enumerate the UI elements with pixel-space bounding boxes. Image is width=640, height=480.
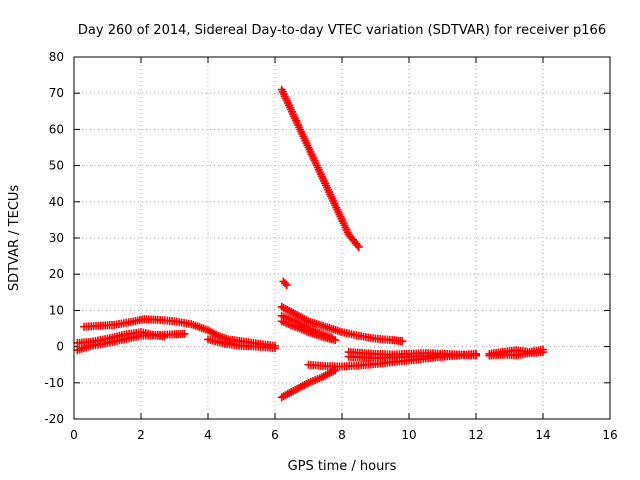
data-point-marker xyxy=(398,337,407,346)
y-tick-label: -10 xyxy=(44,376,64,390)
plot-frame xyxy=(73,56,611,420)
data-trace xyxy=(277,85,363,252)
y-tick-label: 40 xyxy=(49,195,64,209)
data-point-marker xyxy=(180,329,189,338)
y-axis-label: SDTVAR / TECUs xyxy=(7,185,22,292)
data-point-marker xyxy=(472,350,480,359)
data-trace xyxy=(277,317,340,345)
y-tick-label: 60 xyxy=(49,122,64,136)
x-tick-label: 2 xyxy=(137,428,145,442)
x-tick-label: 14 xyxy=(535,428,550,442)
axis-ticks: 0 2 4 6 8 10 12 14 16 -20 -10 0 10 20 30 40 50 60 70 80 xyxy=(44,50,617,442)
data-trace xyxy=(277,366,340,402)
data-point-marker xyxy=(160,332,169,341)
data-point-marker xyxy=(281,279,290,288)
x-tick-label: 10 xyxy=(401,428,416,442)
data-trace xyxy=(204,335,279,353)
data-point-marker xyxy=(331,336,340,345)
y-tick-label: 20 xyxy=(49,267,64,281)
y-tick-label: 80 xyxy=(49,50,64,64)
data-point-marker xyxy=(282,281,291,290)
y-tick-label: 10 xyxy=(49,303,64,317)
x-tick-label: 12 xyxy=(468,428,483,442)
x-tick-label: 16 xyxy=(602,428,617,442)
x-tick-label: 8 xyxy=(338,428,346,442)
data-trace xyxy=(279,277,291,290)
y-tick-label: 0 xyxy=(56,340,64,354)
data-point-marker xyxy=(353,241,362,250)
x-tick-label: 0 xyxy=(70,428,78,442)
grid-lines xyxy=(74,57,610,419)
x-tick-label: 4 xyxy=(204,428,212,442)
data-series xyxy=(73,85,547,402)
data-trace xyxy=(485,348,547,360)
y-tick-label: 70 xyxy=(49,86,64,100)
data-point-marker xyxy=(539,348,547,357)
data-point-marker xyxy=(271,344,279,353)
data-point-marker xyxy=(354,243,363,252)
data-trace xyxy=(73,328,169,347)
chart-title: Day 260 of 2014, Sidereal Day-to-day VTE… xyxy=(78,23,606,38)
data-trace xyxy=(277,302,407,346)
x-axis-label: GPS time / hours xyxy=(288,459,397,474)
y-tick-label: 30 xyxy=(49,231,64,245)
y-tick-label: -20 xyxy=(44,412,64,426)
data-trace xyxy=(344,350,480,363)
y-tick-label: 50 xyxy=(49,159,64,173)
x-tick-label: 6 xyxy=(271,428,279,442)
